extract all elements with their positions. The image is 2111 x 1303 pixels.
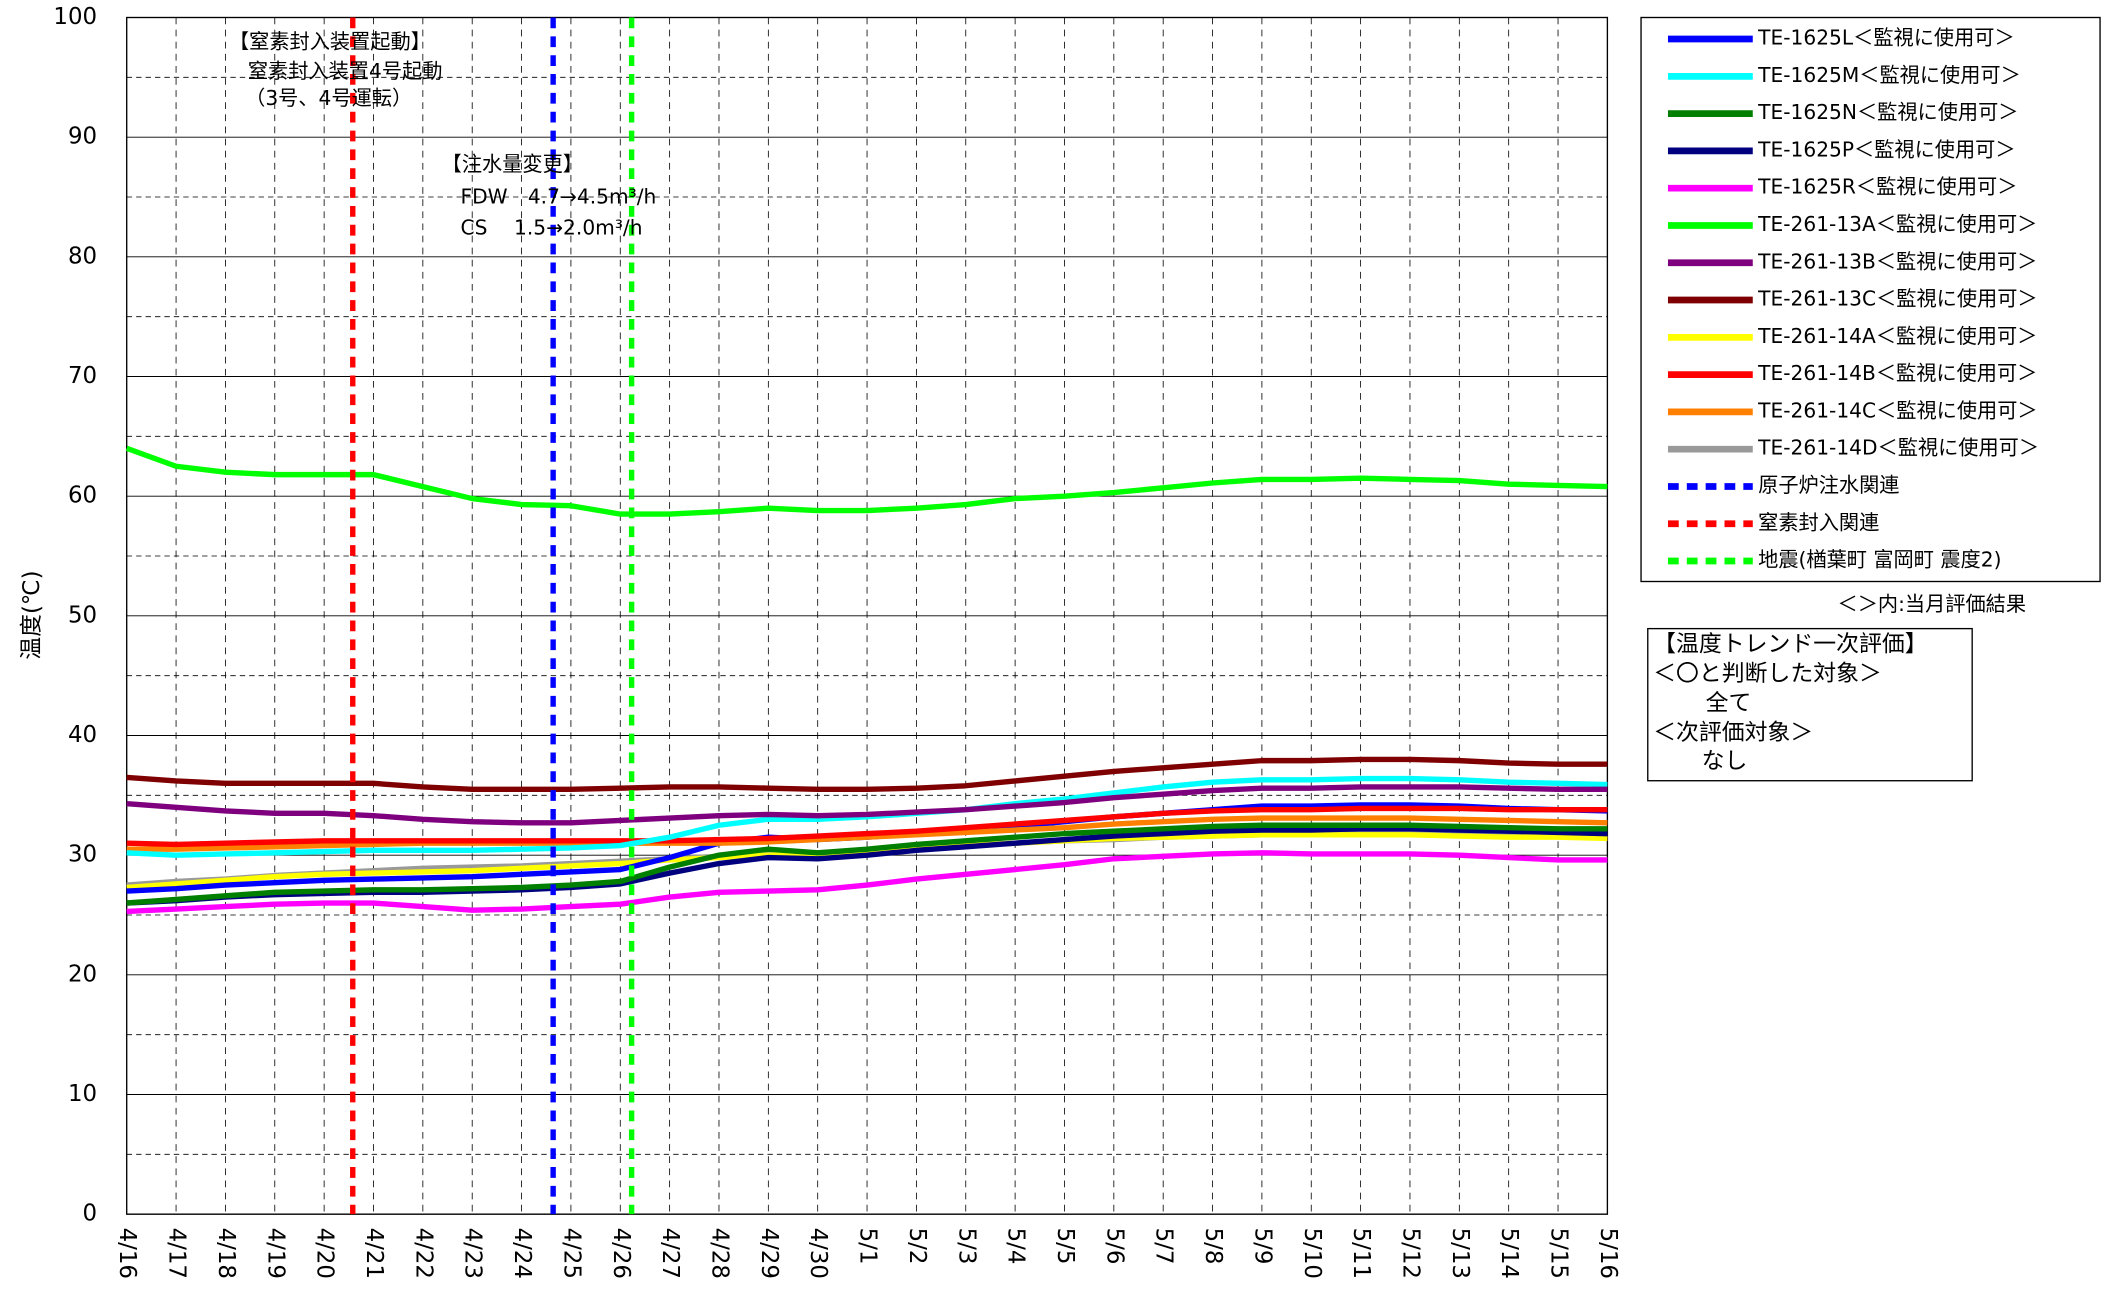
annotation: 【注水量変更】 — [442, 152, 583, 176]
legend-label: TE-261-13C＜監視に使用可＞ — [1757, 287, 2037, 311]
evaluation-text: ＜次評価対象＞ — [1653, 720, 1813, 746]
legend-label: TE-1625P＜監視に使用可＞ — [1757, 137, 2015, 161]
y-tick-label: 30 — [68, 842, 97, 868]
annotation: 窒素封入装置4号起動 — [248, 59, 443, 83]
x-tick-label: 4/21 — [361, 1228, 387, 1279]
x-tick-label: 4/29 — [756, 1228, 782, 1279]
x-tick-label: 5/10 — [1299, 1228, 1325, 1279]
x-tick-label: 5/7 — [1151, 1228, 1177, 1265]
legend-label: TE-1625R＜監視に使用可＞ — [1757, 175, 2017, 199]
legend-label: TE-1625N＜監視に使用可＞ — [1757, 100, 2018, 124]
x-tick-label: 4/19 — [262, 1228, 288, 1279]
x-tick-label: 4/30 — [805, 1228, 831, 1279]
y-tick-label: 100 — [53, 4, 97, 30]
x-tick-label: 5/1 — [855, 1228, 881, 1265]
series-line — [126, 756, 1608, 793]
legend-label: TE-261-14D＜監視に使用可＞ — [1757, 436, 2039, 460]
series-line — [125, 445, 1608, 517]
series-line — [126, 815, 1608, 852]
x-tick-label: 5/6 — [1101, 1228, 1127, 1265]
legend-label: TE-261-14A＜監視に使用可＞ — [1757, 324, 2037, 348]
evaluation-text: なし — [1702, 748, 1748, 774]
y-tick-label: 0 — [83, 1201, 98, 1227]
legend-label: TE-261-14B＜監視に使用可＞ — [1757, 361, 2037, 385]
legend-label: TE-261-13A＜監視に使用可＞ — [1757, 212, 2037, 236]
annotation: 【窒素封入装置起動】 — [229, 30, 431, 54]
evaluation-text: 全て — [1706, 690, 1752, 716]
y-tick-label: 50 — [68, 602, 97, 628]
y-tick-label: 20 — [68, 961, 97, 987]
x-tick-label: 4/24 — [509, 1228, 535, 1279]
x-tick-label: 4/23 — [460, 1228, 486, 1279]
legend-label: 原子炉注水関連 — [1758, 473, 1899, 497]
x-tick-label: 4/25 — [558, 1228, 584, 1279]
x-tick-label: 5/9 — [1249, 1228, 1275, 1265]
legend-label: 地震(楢葉町 富岡町 震度2) — [1758, 548, 2001, 572]
legend-label: TE-261-14C＜監視に使用可＞ — [1757, 398, 2037, 422]
y-tick-label: 80 — [68, 243, 97, 269]
legend-label: TE-261-13B＜監視に使用可＞ — [1757, 249, 2037, 273]
y-tick-label: 40 — [68, 722, 97, 748]
y-tick-label: 10 — [68, 1081, 97, 1107]
x-tick-label: 5/12 — [1397, 1228, 1423, 1279]
x-tick-label: 5/8 — [1200, 1228, 1226, 1265]
series-line — [126, 805, 1608, 848]
x-tick-label: 4/18 — [213, 1228, 239, 1279]
x-tick-label: 5/15 — [1546, 1228, 1572, 1279]
annotation: CS 1.5→2.0m³/h — [461, 215, 643, 239]
x-tick-label: 5/11 — [1348, 1228, 1374, 1279]
legend-label: 窒素封入関連 — [1758, 510, 1879, 534]
x-tick-label: 5/2 — [904, 1228, 930, 1265]
x-tick-label: 5/13 — [1447, 1228, 1473, 1279]
x-tick-label: 5/14 — [1496, 1228, 1522, 1279]
legend-label: TE-1625L＜監視に使用可＞ — [1757, 26, 2015, 50]
x-tick-label: 4/16 — [114, 1228, 140, 1279]
series-line — [126, 822, 1608, 906]
evaluation-text: 【温度トレンド一次評価】 — [1653, 631, 1928, 657]
x-tick-label: 5/3 — [953, 1228, 979, 1265]
x-tick-label: 5/16 — [1595, 1228, 1621, 1279]
y-tick-label: 60 — [68, 483, 97, 509]
x-tick-label: 4/20 — [312, 1228, 338, 1279]
x-tick-label: 4/27 — [657, 1228, 683, 1279]
y-tick-label: 70 — [68, 363, 97, 389]
annotation: （3号、4号運転） — [245, 86, 412, 110]
y-axis-label: 温度(℃) — [19, 571, 45, 660]
x-tick-label: 4/26 — [608, 1228, 634, 1279]
legend-note: ＜＞内:当月評価結果 — [1838, 592, 2027, 616]
legend-label: TE-1625M＜監視に使用可＞ — [1757, 63, 2021, 87]
x-tick-label: 4/22 — [410, 1228, 436, 1279]
series-line — [126, 850, 1608, 915]
x-tick-label: 5/4 — [1003, 1228, 1029, 1265]
y-tick-label: 90 — [68, 124, 97, 150]
evaluation-text: ＜〇と判断した対象＞ — [1653, 661, 1882, 687]
x-tick-label: 5/5 — [1052, 1228, 1078, 1265]
series-line — [126, 784, 1608, 826]
evaluation-box — [1647, 627, 1973, 782]
x-tick-label: 4/28 — [706, 1228, 732, 1279]
annotation: FDW 4.7→4.5m³/h — [461, 184, 657, 208]
x-tick-label: 4/17 — [164, 1228, 190, 1279]
